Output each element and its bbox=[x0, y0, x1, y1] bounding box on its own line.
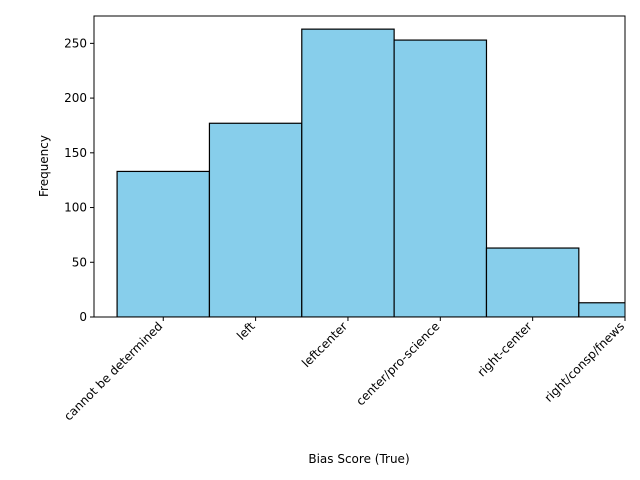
plot-frame bbox=[93, 15, 626, 318]
histogram-bar-2 bbox=[301, 28, 395, 317]
y-tick-label-0: 0 bbox=[79, 310, 87, 324]
histogram-bar-4 bbox=[485, 247, 580, 317]
x-tick-label-3: center/pro-science bbox=[353, 319, 442, 408]
y-tick-label-5: 250 bbox=[64, 36, 87, 50]
x-axis-label: Bias Score (True) bbox=[308, 452, 409, 466]
x-tick-label-2: leftcenter bbox=[299, 319, 350, 370]
histogram-bar-3 bbox=[393, 39, 488, 317]
histogram-bar-0 bbox=[116, 170, 211, 317]
x-tick-label-1: left bbox=[234, 319, 258, 343]
y-tick-label-4: 200 bbox=[64, 91, 87, 105]
x-tick-label-0: cannot be determined bbox=[61, 319, 165, 423]
bars-layer bbox=[116, 28, 625, 317]
histogram-bar-5 bbox=[578, 302, 625, 317]
x-tick-label-5: right/consp/fnews bbox=[542, 319, 628, 405]
histogram-bar-1 bbox=[208, 122, 303, 317]
y-tick-label-1: 50 bbox=[72, 255, 87, 269]
x-tick-label-4: right-center bbox=[475, 319, 535, 379]
y-axis-label: Frequency bbox=[37, 135, 51, 197]
y-tick-label-2: 100 bbox=[64, 201, 87, 215]
y-tick-label-3: 150 bbox=[64, 146, 87, 160]
